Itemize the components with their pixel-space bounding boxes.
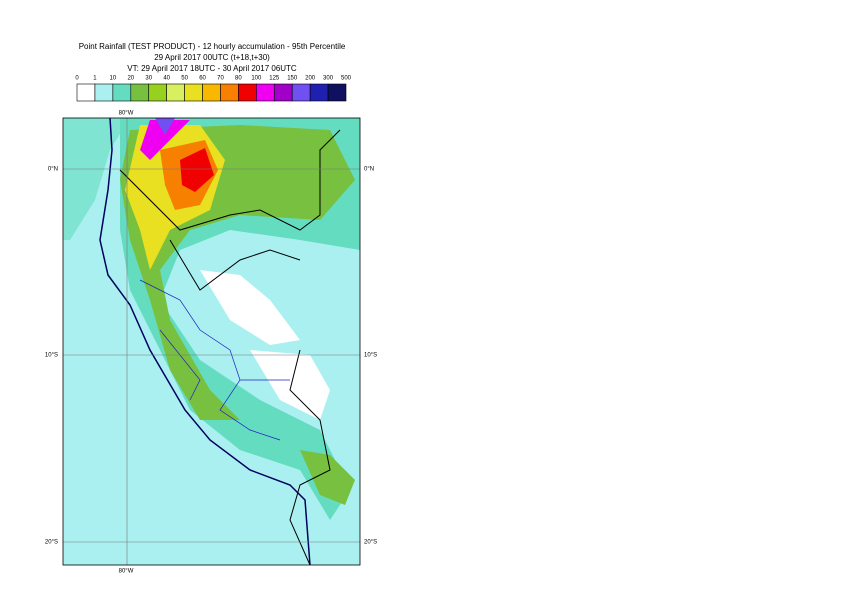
lat-label: 0°N xyxy=(364,167,374,173)
legend-label: 10 xyxy=(110,76,117,82)
legend-swatch xyxy=(291,83,311,102)
legend-label: 80 xyxy=(235,76,242,82)
legend-swatch xyxy=(273,83,293,102)
legend-swatch xyxy=(130,83,150,102)
legend-label: 30 xyxy=(145,76,152,82)
dry-area xyxy=(200,270,300,345)
rain-area xyxy=(140,120,190,160)
title: Point Rainfall (TEST PRODUCT) - 12 hourl… xyxy=(79,42,346,51)
legend-label: 150 xyxy=(287,76,298,82)
province-border xyxy=(139,279,290,441)
lat-label: 20°S xyxy=(45,540,58,546)
lon-label: 80°W xyxy=(119,569,134,575)
rain-area xyxy=(180,148,214,192)
legend-label: 200 xyxy=(305,76,316,82)
legend-label: 500 xyxy=(341,76,352,82)
legend-label: 1 xyxy=(93,76,97,82)
rain-area xyxy=(155,118,175,135)
legend-label: 40 xyxy=(163,76,170,82)
legend: 0 1 10 20 30 40 50 60 70 80 100 125 150 200 300 500 xyxy=(75,76,352,102)
run-time: 29 April 2017 00UTC (t+18,t+30) xyxy=(154,53,270,62)
legend-label: 50 xyxy=(181,76,188,82)
legend-label: 70 xyxy=(217,76,224,82)
lat-label: 0°N xyxy=(48,167,58,173)
rain-area xyxy=(63,118,130,240)
legend-label: 0 xyxy=(75,76,79,82)
legend-label: 100 xyxy=(251,76,262,82)
legend-label: 300 xyxy=(323,76,334,82)
legend-swatch xyxy=(94,83,114,102)
legend-label: 125 xyxy=(269,76,280,82)
map xyxy=(63,118,360,565)
legend-swatch xyxy=(202,83,221,102)
legend-swatch xyxy=(309,83,329,102)
coastline xyxy=(99,118,311,565)
legend-label: 60 xyxy=(199,76,206,82)
legend-swatch xyxy=(112,83,132,102)
rain-area xyxy=(300,450,355,505)
legend-swatch xyxy=(76,83,96,102)
legend-swatch xyxy=(256,83,275,102)
legend-label: 20 xyxy=(127,76,134,82)
border xyxy=(119,129,341,565)
lon-label: 80°W xyxy=(119,111,134,117)
legend-swatch xyxy=(166,83,185,102)
dry-area xyxy=(250,350,330,420)
legend-swatch xyxy=(148,83,167,102)
legend-swatch xyxy=(220,83,239,102)
lat-label: 10°S xyxy=(45,353,58,359)
lat-label: 20°S xyxy=(364,540,377,546)
legend-swatch xyxy=(238,83,257,102)
legend-swatch xyxy=(184,83,203,102)
lat-label: 10°S xyxy=(364,353,377,359)
valid-time: VT: 29 April 2017 18UTC - 30 April 2017 … xyxy=(127,64,297,73)
legend-swatch xyxy=(327,83,347,102)
map-frame xyxy=(62,117,361,566)
